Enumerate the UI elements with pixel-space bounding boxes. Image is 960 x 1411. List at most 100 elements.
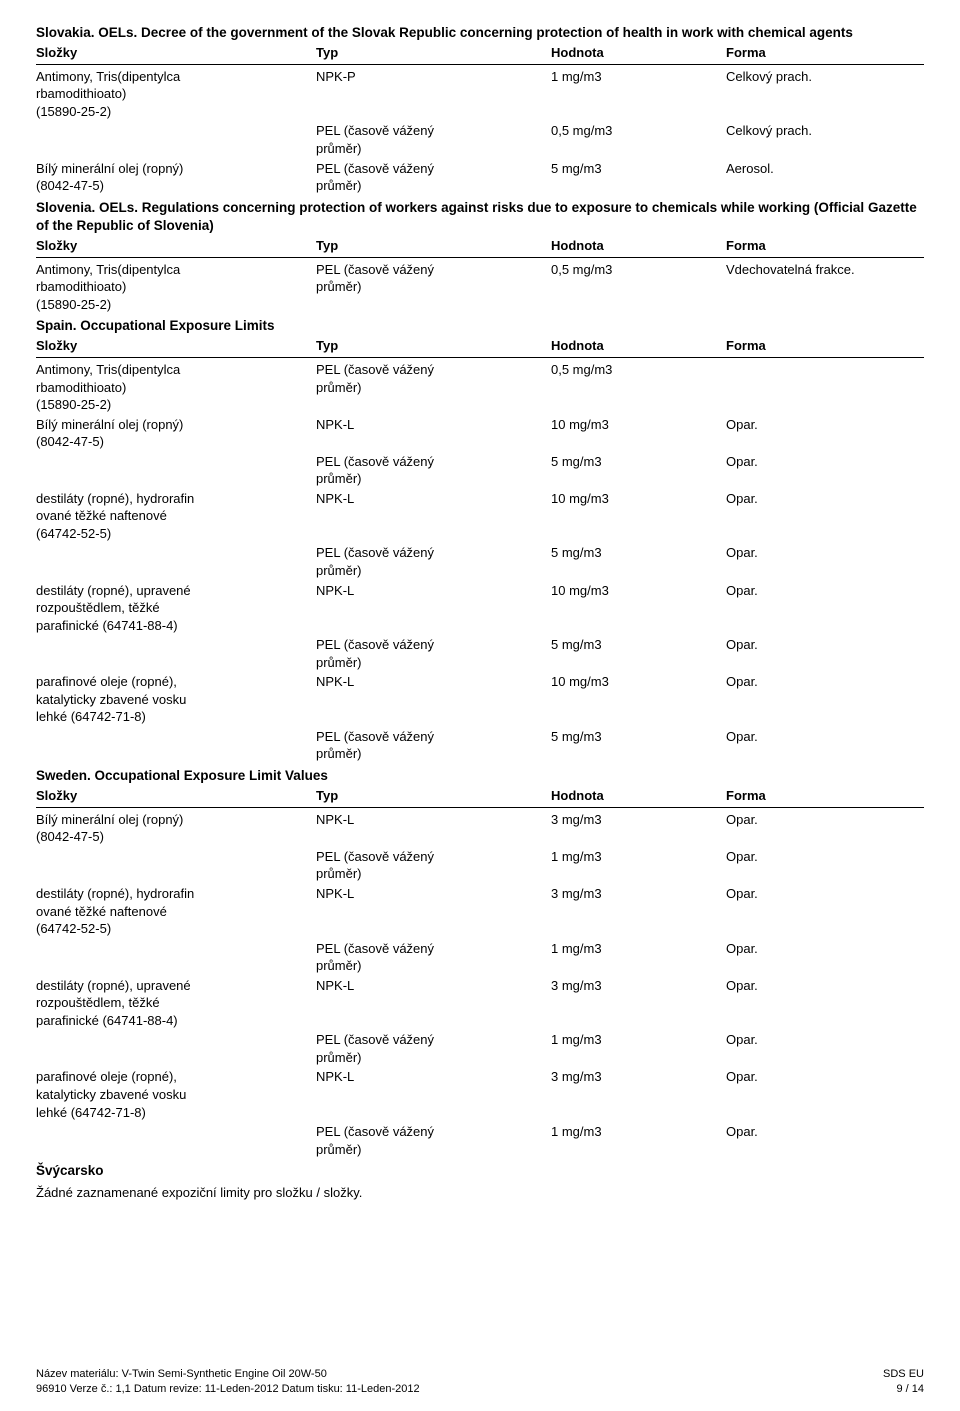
table-row-line: Bílý minerální olej (ropný)NPK-L3 mg/m3O… <box>36 811 924 829</box>
table-header-row: SložkyTypHodnotaForma <box>36 787 924 808</box>
cell-typ: PEL (časově vážený <box>316 453 551 471</box>
cell-slozky: rozpouštědlem, těžké <box>36 599 316 617</box>
cell-hodnota: 1 mg/m3 <box>551 848 726 866</box>
cell-forma: Opar. <box>726 940 886 958</box>
table-row-line: průměr) <box>36 957 924 975</box>
page-footer: Název materiálu: V-Twin Semi-Synthetic E… <box>36 1367 924 1397</box>
cell-typ: PEL (časově vážený <box>316 728 551 746</box>
cell-typ: NPK-L <box>316 673 551 691</box>
cell-hodnota <box>551 140 726 158</box>
cell-forma: Opar. <box>726 636 886 654</box>
table-row-line: katalyticky zbavené vosku <box>36 1086 924 1104</box>
cell-slozky: (64742-52-5) <box>36 525 316 543</box>
cell-forma <box>726 617 886 635</box>
table-header-row: SložkyTypHodnotaForma <box>36 44 924 65</box>
cell-typ <box>316 433 551 451</box>
cell-typ <box>316 1012 551 1030</box>
table-row-line: PEL (časově vážený1 mg/m3Opar. <box>36 848 924 866</box>
cell-typ <box>316 396 551 414</box>
cell-forma: Celkový prach. <box>726 122 886 140</box>
table-row-line: PEL (časově vážený1 mg/m3Opar. <box>36 940 924 958</box>
cell-slozky: ované těžké naftenové <box>36 507 316 525</box>
cell-slozky <box>36 636 316 654</box>
cell-slozky: lehké (64742-71-8) <box>36 708 316 726</box>
cell-forma <box>726 470 886 488</box>
cell-hodnota <box>551 828 726 846</box>
cell-hodnota <box>551 1104 726 1122</box>
cell-typ: PEL (časově vážený <box>316 261 551 279</box>
cell-forma <box>726 1086 886 1104</box>
cell-forma: Opar. <box>726 453 886 471</box>
table-row-line: lehké (64742-71-8) <box>36 1104 924 1122</box>
cell-hodnota <box>551 617 726 635</box>
table-row: PEL (časově vážený5 mg/m3Opar.průměr) <box>36 728 924 763</box>
cell-typ <box>316 920 551 938</box>
cell-typ: PEL (časově vážený <box>316 122 551 140</box>
cell-slozky: (15890-25-2) <box>36 396 316 414</box>
table-row: destiláty (ropné), upravenéNPK-L10 mg/m3… <box>36 582 924 635</box>
table-row: Antimony, Tris(dipentylcaPEL (časově váž… <box>36 261 924 314</box>
table-row-line: (15890-25-2) <box>36 396 924 414</box>
header-forma: Forma <box>726 237 886 255</box>
table-row-line: (15890-25-2) <box>36 103 924 121</box>
cell-hodnota: 10 mg/m3 <box>551 582 726 600</box>
table-row: Antimony, Tris(dipentylcaPEL (časově váž… <box>36 361 924 414</box>
cell-slozky: Bílý minerální olej (ropný) <box>36 811 316 829</box>
cell-forma <box>726 177 886 195</box>
header-slozky: Složky <box>36 237 316 255</box>
cell-hodnota <box>551 278 726 296</box>
cell-forma <box>726 379 886 397</box>
cell-typ: průměr) <box>316 177 551 195</box>
cell-forma <box>726 828 886 846</box>
cell-slozky <box>36 728 316 746</box>
cell-typ <box>316 617 551 635</box>
table-row-line: (8042-47-5) <box>36 828 924 846</box>
header-typ: Typ <box>316 44 551 62</box>
cell-forma <box>726 433 886 451</box>
table-row: PEL (časově vážený1 mg/m3Opar.průměr) <box>36 940 924 975</box>
cell-slozky: Bílý minerální olej (ropný) <box>36 416 316 434</box>
table-row-line: průměr) <box>36 470 924 488</box>
footer-page: 9 / 14 <box>883 1382 924 1397</box>
table-row-line: rbamodithioato)průměr) <box>36 278 924 296</box>
cell-forma <box>726 865 886 883</box>
cell-slozky: (8042-47-5) <box>36 433 316 451</box>
cell-typ: NPK-L <box>316 811 551 829</box>
cell-slozky <box>36 1049 316 1067</box>
cell-slozky <box>36 957 316 975</box>
cell-forma: Opar. <box>726 848 886 866</box>
table-row-line: destiláty (ropné), upravenéNPK-L3 mg/m3O… <box>36 977 924 995</box>
header-hodnota: Hodnota <box>551 337 726 355</box>
cell-typ: NPK-L <box>316 1068 551 1086</box>
cell-hodnota: 0,5 mg/m3 <box>551 122 726 140</box>
table-row-line: Antimony, Tris(dipentylcaPEL (časově váž… <box>36 261 924 279</box>
cell-slozky <box>36 654 316 672</box>
header-typ: Typ <box>316 787 551 805</box>
header-typ: Typ <box>316 337 551 355</box>
header-typ: Typ <box>316 237 551 255</box>
cell-typ: průměr) <box>316 865 551 883</box>
cell-typ: průměr) <box>316 278 551 296</box>
cell-forma: Opar. <box>726 490 886 508</box>
cell-forma: Opar. <box>726 977 886 995</box>
table-row: destiláty (ropné), hydrorafinNPK-L3 mg/m… <box>36 885 924 938</box>
table-row-line: průměr) <box>36 562 924 580</box>
header-forma: Forma <box>726 787 886 805</box>
cell-slozky: katalyticky zbavené vosku <box>36 691 316 709</box>
cell-hodnota <box>551 1086 726 1104</box>
section-title: Sweden. Occupational Exposure Limit Valu… <box>36 767 924 785</box>
cell-hodnota: 3 mg/m3 <box>551 977 726 995</box>
table-row-line: PEL (časově vážený0,5 mg/m3Celkový prach… <box>36 122 924 140</box>
cell-slozky <box>36 1123 316 1141</box>
table-row-line: rozpouštědlem, těžké <box>36 994 924 1012</box>
cell-forma: Aerosol. <box>726 160 886 178</box>
cell-slozky: (15890-25-2) <box>36 103 316 121</box>
table-row-line: průměr) <box>36 1141 924 1159</box>
cell-forma <box>726 920 886 938</box>
cell-slozky <box>36 865 316 883</box>
cell-slozky <box>36 1031 316 1049</box>
table-row-line: Antimony, Tris(dipentylcaPEL (časově váž… <box>36 361 924 379</box>
cell-typ: PEL (časově vážený <box>316 940 551 958</box>
cell-slozky: destiláty (ropné), hydrorafin <box>36 490 316 508</box>
table-row-line: Bílý minerální olej (ropný)NPK-L10 mg/m3… <box>36 416 924 434</box>
